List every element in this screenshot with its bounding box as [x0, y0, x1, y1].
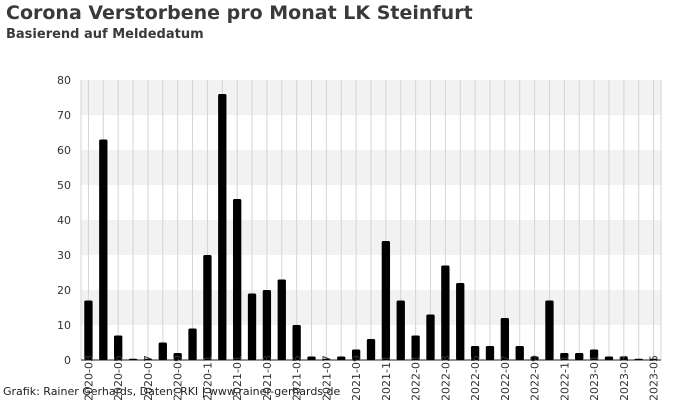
x-tick-label: 2022-07: [499, 355, 512, 400]
y-tick-label: 0: [64, 354, 71, 367]
bar-2022-10: [545, 300, 554, 360]
bar-2020-12: [218, 94, 227, 360]
bar-2020-07: [143, 358, 153, 360]
bar-2021-12: [396, 300, 405, 360]
bar-2023-03: [619, 356, 628, 360]
bar-2021-11: [381, 241, 391, 360]
bar-2020-08: [158, 342, 167, 360]
y-tick-label: 40: [57, 214, 71, 227]
x-tick-label: 2021-05: [291, 355, 304, 400]
bar-2021-08: [337, 356, 346, 360]
y-tick-label: 30: [57, 249, 71, 262]
bar-2021-04: [277, 279, 286, 360]
bar-2022-02: [426, 314, 435, 360]
x-axis-ticks: 2020-03 2020-05 2020-07 2020-09 2020-11 2021-…: [82, 355, 660, 400]
bar-2021-10: [366, 339, 376, 360]
x-tick-label: 2020-03: [82, 355, 95, 400]
bar-2022-04: [456, 283, 465, 360]
bar-2021-06: [307, 356, 316, 360]
bar-2021-07: [322, 358, 331, 360]
bar-2023-02: [604, 356, 614, 360]
bar-2020-04: [99, 139, 108, 360]
y-axis-ticks: 0 10 20 30 40 50 60 70 80: [57, 74, 71, 367]
bar-2022-01: [411, 335, 420, 360]
x-tick-label: 2020-11: [201, 355, 214, 400]
bars: [84, 94, 658, 360]
bar-2021-03: [262, 290, 272, 360]
x-tick-label: 2020-05: [112, 355, 125, 400]
bar-2022-03: [441, 265, 450, 360]
x-tick-label: 2020-09: [172, 355, 185, 400]
x-tick-label: 2022-05: [469, 355, 482, 400]
y-tick-label: 60: [57, 144, 71, 157]
bar-2022-06: [485, 346, 495, 360]
x-tick-label: 2023-01: [588, 355, 601, 400]
bar-2020-06: [128, 358, 138, 360]
bar-2021-02: [247, 293, 257, 360]
bar-2022-08: [515, 346, 524, 360]
x-tick-label: 2021-01: [231, 355, 244, 400]
chart-title: Corona Verstorbene pro Monat LK Steinfur…: [6, 2, 473, 24]
x-tick-label: 2021-09: [350, 355, 363, 400]
bar-2022-07: [500, 318, 510, 360]
bar-2022-05: [470, 346, 480, 360]
credit-text: Grafik: Rainer Gerhards, Daten: RKI | ww…: [3, 385, 341, 398]
bar-2020-10: [188, 328, 197, 360]
bar-2022-09: [530, 356, 539, 360]
y-tick-label: 20: [57, 284, 71, 297]
x-tick-label: 2023-03: [618, 355, 631, 400]
bar-2020-09: [173, 353, 182, 360]
x-tick-label: 2022-03: [439, 355, 452, 400]
y-tick-label: 80: [57, 74, 71, 87]
x-tick-label: 2021-07: [320, 355, 333, 400]
x-tick-label: 2021-03: [261, 355, 274, 400]
bar-2021-05: [292, 325, 301, 360]
bar-2023-04: [634, 358, 643, 360]
x-tick-label: 2023-05: [648, 355, 661, 400]
x-tick-label: 2022-11: [558, 355, 571, 400]
bar-2020-11: [203, 255, 212, 360]
y-tick-label: 50: [57, 179, 71, 192]
bar-2021-01: [232, 199, 242, 360]
x-tick-label: 2022-09: [529, 355, 542, 400]
bar-2022-12: [575, 353, 584, 360]
y-tick-label: 10: [57, 319, 71, 332]
bar-2020-03: [84, 300, 93, 360]
chart-subtitle: Basierend auf Meldedatum: [6, 27, 204, 42]
x-tick-label: 2022-01: [410, 355, 423, 400]
y-tick-label: 70: [57, 109, 71, 122]
bar-2021-09: [351, 349, 361, 360]
bar-2023-01: [589, 349, 599, 360]
x-tick-label: 2020-07: [142, 355, 155, 400]
bar-2023-05: [649, 358, 658, 360]
x-tick-label: 2021-11: [380, 355, 393, 400]
bar-2020-05: [114, 335, 123, 360]
bar-2022-11: [560, 353, 569, 360]
